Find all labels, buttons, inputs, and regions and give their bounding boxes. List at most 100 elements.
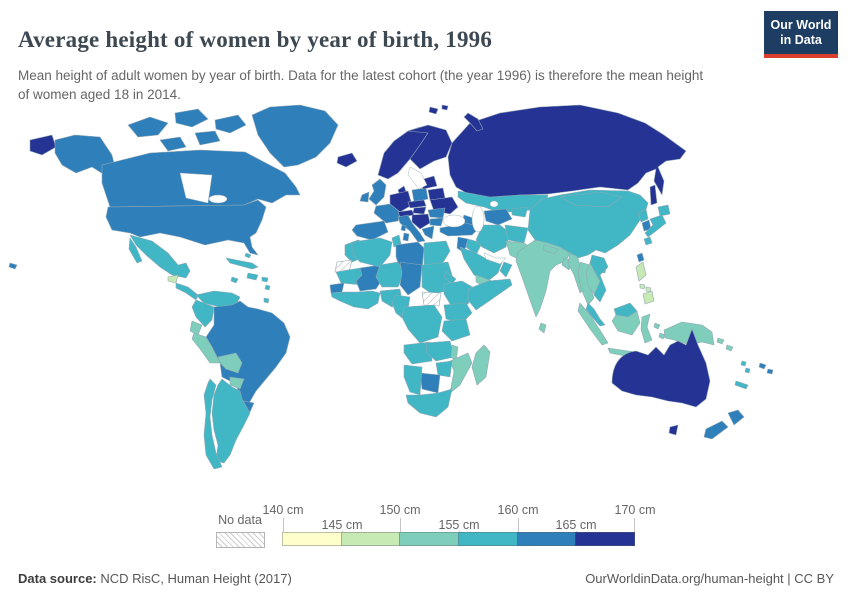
legend-bin-155-160[interactable] — [458, 532, 518, 546]
solomon-islands-region[interactable] — [717, 338, 724, 344]
zambia-region[interactable] — [426, 341, 454, 361]
canada-arctic-island[interactable] — [160, 137, 186, 151]
sri-lanka-region[interactable] — [539, 323, 546, 333]
chile-region[interactable] — [204, 379, 222, 469]
south-africa-region[interactable] — [406, 389, 452, 417]
philippines-region[interactable] — [640, 284, 645, 289]
iran-region[interactable] — [476, 225, 510, 253]
venezuela-region[interactable] — [196, 291, 240, 307]
canada-arctic-island[interactable] — [195, 131, 220, 145]
tasmania-region[interactable] — [669, 425, 678, 435]
bulgaria-region[interactable] — [430, 218, 443, 226]
cuba-region[interactable] — [226, 258, 258, 269]
romania-region[interactable] — [428, 208, 445, 218]
china-region[interactable] — [528, 190, 648, 258]
philippines-region[interactable] — [646, 287, 651, 292]
united-kingdom-region[interactable] — [369, 179, 386, 205]
sulawesi-region[interactable] — [641, 314, 652, 343]
mongolia-region[interactable] — [560, 192, 622, 207]
tanzania-region[interactable] — [442, 319, 470, 341]
hispaniola-region[interactable] — [247, 273, 258, 280]
kyrgyzstan-tajikistan-region[interactable] — [512, 207, 528, 217]
chad-region[interactable] — [400, 262, 422, 295]
hawaii-region[interactable] — [9, 263, 17, 269]
fiji-region[interactable] — [767, 369, 773, 374]
vanuatu-region[interactable] — [745, 368, 750, 373]
drc-region[interactable] — [402, 305, 442, 343]
new-zealand-region[interactable] — [728, 410, 744, 425]
legend-bin-160-165[interactable] — [516, 532, 577, 546]
greenland-region[interactable] — [252, 105, 338, 167]
tunisia-region[interactable] — [392, 235, 401, 247]
oman-region[interactable] — [500, 262, 512, 277]
kenya-uganda-region[interactable] — [444, 303, 472, 323]
fiji-region[interactable] — [759, 363, 766, 369]
new-zealand-region[interactable] — [704, 421, 728, 439]
india-region[interactable] — [516, 240, 570, 317]
united-states-region[interactable] — [106, 200, 266, 255]
turkmenistan-uzbekistan-region[interactable] — [484, 209, 512, 225]
footer-link[interactable]: OurWorldinData.org/human-height | CC BY — [585, 571, 834, 586]
south-sudan-region[interactable] — [422, 292, 441, 306]
argentina-region[interactable] — [212, 379, 250, 463]
bahamas-region[interactable] — [245, 253, 251, 258]
sardinia-region[interactable] — [403, 233, 409, 241]
ethiopia-region[interactable] — [444, 281, 476, 307]
botswana-region[interactable] — [420, 373, 440, 393]
vanuatu-region[interactable] — [741, 361, 746, 366]
philippines-region[interactable] — [636, 262, 646, 281]
nepal-region[interactable] — [543, 245, 558, 254]
russia-region[interactable] — [448, 105, 686, 198]
iceland-region[interactable] — [337, 153, 357, 167]
spain-portugal-region[interactable] — [352, 221, 388, 240]
legend-color-bar[interactable] — [282, 532, 636, 546]
trinidad-region[interactable] — [264, 298, 269, 303]
puerto-rico-region[interactable] — [262, 277, 268, 282]
legend-bin-140-145[interactable] — [282, 532, 342, 546]
new-guinea-region[interactable] — [664, 322, 714, 345]
central-america-region[interactable] — [176, 283, 198, 300]
svalbard-region[interactable] — [442, 105, 448, 110]
no-data-swatch[interactable] — [216, 532, 265, 548]
svalbard-region[interactable] — [429, 107, 438, 114]
poland-region[interactable] — [412, 188, 428, 202]
novaya-zemlya-region[interactable] — [464, 113, 483, 131]
madagascar-region[interactable] — [472, 345, 490, 385]
zimbabwe-region[interactable] — [436, 361, 452, 377]
sumatra-region[interactable] — [578, 303, 608, 345]
sakhalin-region[interactable] — [650, 185, 657, 205]
canada-arctic-island[interactable] — [175, 109, 208, 127]
niger-region[interactable] — [376, 262, 404, 287]
algeria-region[interactable] — [352, 238, 392, 267]
ecuador-region[interactable] — [190, 321, 202, 335]
angola-region[interactable] — [404, 342, 432, 364]
japan-region[interactable] — [658, 205, 670, 216]
north-korea-region[interactable] — [638, 209, 648, 222]
moluccas-region[interactable] — [654, 323, 660, 329]
baja-california-region[interactable] — [129, 238, 142, 263]
colombia-region[interactable] — [192, 300, 214, 327]
hungary-region[interactable] — [413, 207, 426, 214]
moluccas-region[interactable] — [659, 333, 665, 339]
legend-bin-150-155[interactable] — [399, 532, 460, 546]
ireland-region[interactable] — [360, 192, 369, 202]
paraguay-region[interactable] — [230, 377, 244, 389]
corsica-region[interactable] — [401, 225, 406, 231]
canada-arctic-island[interactable] — [215, 115, 246, 133]
somalia-region[interactable] — [468, 279, 512, 310]
vietnam-region[interactable] — [590, 255, 608, 302]
bolivia-region[interactable] — [218, 353, 242, 373]
japan-region[interactable] — [645, 215, 666, 237]
solomon-islands-region[interactable] — [726, 345, 733, 351]
senegal-region[interactable] — [330, 283, 344, 293]
legend-bin-145-150[interactable] — [340, 532, 401, 546]
greece-region[interactable] — [422, 226, 434, 239]
jamaica-region[interactable] — [231, 277, 238, 283]
lesser-antilles-region[interactable] — [265, 285, 270, 290]
peru-region[interactable] — [192, 333, 220, 363]
afghanistan-region[interactable] — [505, 225, 528, 243]
australia-region[interactable] — [612, 329, 710, 407]
sweden-finland-region[interactable] — [408, 125, 452, 169]
balkans-region[interactable] — [412, 214, 430, 229]
canada-arctic-island[interactable] — [128, 117, 168, 137]
